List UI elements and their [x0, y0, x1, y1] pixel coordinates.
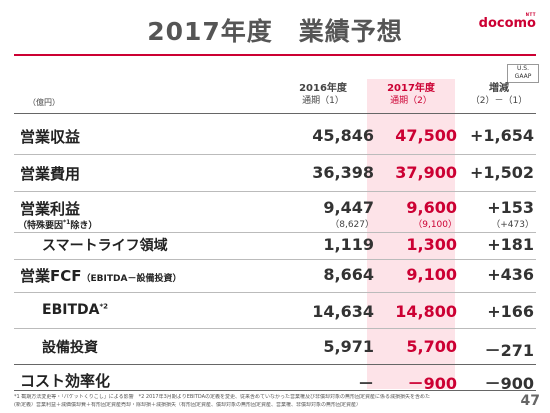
- value-diff: +153: [487, 198, 534, 217]
- footnote-line1: *1 截期方法変更等・「パケットくりこし」による影響 *2 2017年3月期より…: [14, 394, 431, 400]
- note-2017: （9,100）: [413, 220, 457, 230]
- footnote-marker: *1: [63, 219, 71, 226]
- footnote-marker: *2: [99, 302, 108, 311]
- page-number: 47: [520, 393, 540, 409]
- gaap-line2: GAAP: [514, 73, 532, 80]
- row-label-main: EBITDA: [42, 302, 100, 318]
- title-divider: [14, 54, 536, 56]
- page-title: 2017年度 業績予想: [147, 17, 403, 46]
- column-header-2017-line1: 2017年度: [387, 83, 435, 94]
- value-2017: 37,900: [395, 163, 457, 182]
- value-2016: 36,398: [312, 163, 374, 182]
- table-bottom-divider: [14, 390, 536, 391]
- row-divider: [14, 154, 536, 155]
- value-diff: +166: [487, 302, 534, 321]
- column-header-2016-line1: 2016年度: [299, 83, 347, 94]
- row-label-main: 営業FCF: [20, 267, 82, 285]
- column-header-diff: 増減 （2）－（1）: [459, 82, 539, 108]
- value-diff: +1,502: [469, 163, 534, 182]
- logo-ntt-text: NTT: [525, 12, 536, 17]
- column-header-2016: 2016年度 通期（1）: [283, 82, 363, 108]
- column-header-diff-line1: 増減: [489, 83, 509, 94]
- row-label: 営業利益: [20, 200, 81, 218]
- value-diff: +436: [487, 265, 534, 284]
- row-divider: [14, 364, 536, 365]
- value-2017: 9,100: [406, 265, 457, 284]
- column-header-diff-line2: （2）－（1）: [470, 96, 528, 106]
- value-2016: 5,971: [323, 337, 374, 356]
- row-label: コスト効率化: [20, 372, 111, 390]
- column-header-2017-line2: 通期（2）: [390, 96, 432, 106]
- column-header-2016-line2: 通期（1）: [302, 96, 344, 106]
- gaap-badge: U.S. GAAP: [507, 64, 539, 83]
- value-2016: 8,664: [323, 265, 374, 284]
- note-diff: （+473）: [491, 220, 534, 230]
- value-2016: 45,846: [312, 126, 374, 145]
- note-2016: （8,627）: [330, 220, 374, 230]
- row-label: EBITDA*2: [42, 302, 108, 318]
- value-2017: 1,300: [406, 235, 457, 254]
- row-label: スマートライフ領域: [42, 238, 168, 254]
- row-divider: [14, 232, 536, 233]
- value-2016: －: [357, 374, 374, 393]
- footnote-line2: (新定義）営業利益＋減価償却費＋有形固定資産売却・除却損＋減損損失（有形固定資産…: [14, 402, 361, 408]
- column-header-2017: 2017年度 通期（2）: [367, 82, 455, 108]
- value-2016: 1,119: [323, 235, 374, 254]
- docomo-logo: NTT docomo: [479, 12, 536, 31]
- unit-label: （億円）: [28, 98, 60, 107]
- value-diff: +1,654: [469, 126, 534, 145]
- header-divider: [14, 113, 536, 114]
- row-label: 営業収益: [20, 128, 81, 146]
- row-divider: [14, 328, 536, 329]
- value-diff: －900: [484, 374, 534, 393]
- sublabel-prefix: （特殊要因: [18, 221, 64, 231]
- sublabel-suffix: 除き）: [70, 221, 98, 231]
- row-label: 営業FCF（EBITDA－設備投資）: [20, 265, 181, 286]
- row-sublabel: （特殊要因*1除き）: [18, 218, 97, 231]
- value-2017: －900: [407, 374, 457, 393]
- gaap-line1: U.S.: [516, 65, 529, 72]
- row-label: 設備投資: [42, 340, 98, 356]
- row-label: 営業費用: [20, 165, 81, 183]
- row-divider: [14, 292, 536, 293]
- value-2017: 5,700: [406, 337, 457, 356]
- row-divider: [14, 191, 536, 192]
- value-2016: 9,447: [323, 198, 374, 217]
- value-2017: 9,600: [406, 198, 457, 217]
- value-2016: 14,634: [312, 302, 374, 321]
- row-label-sub: （EBITDA－設備投資）: [81, 274, 182, 284]
- value-diff: +181: [487, 235, 534, 254]
- value-diff: －271: [484, 341, 534, 360]
- value-2017: 47,500: [395, 126, 457, 145]
- row-divider: [14, 259, 536, 260]
- value-2017: 14,800: [395, 302, 457, 321]
- logo-docomo-text: docomo: [478, 16, 536, 31]
- forecast-column-highlight: [367, 79, 455, 389]
